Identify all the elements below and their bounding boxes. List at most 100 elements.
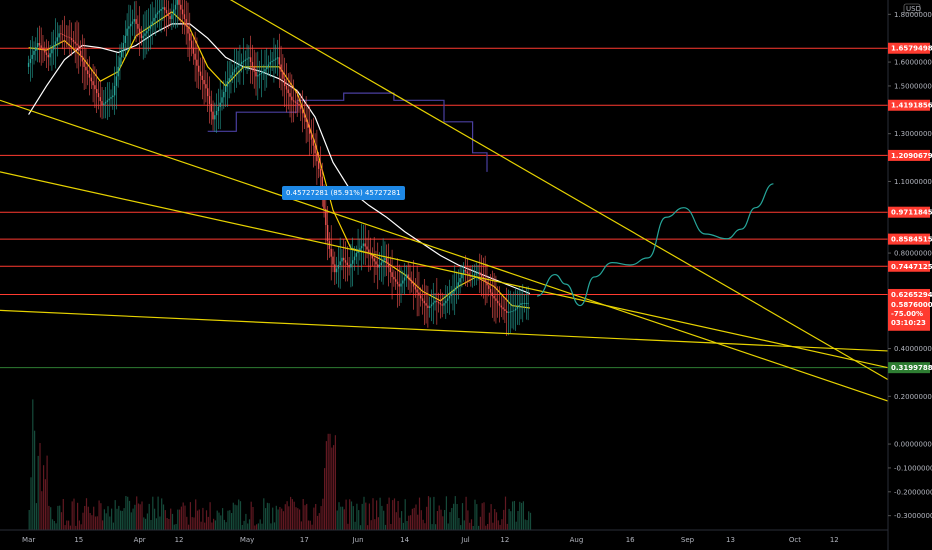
candle-body [513,310,515,312]
candle-body [113,85,116,96]
volume-bar [123,508,125,530]
level-label: 0.31997884 [891,364,932,372]
volume-bar [528,511,530,530]
candle-body [360,245,363,249]
candle-body [395,279,397,282]
candle-body [484,279,486,282]
volume-bar [220,515,222,530]
candle-body [232,72,234,76]
volume-bar [318,513,320,530]
volume-bar [469,522,471,530]
candle-body [339,261,341,265]
time-tick-label: 17 [300,536,309,544]
candle-body [42,47,44,51]
time-tick-label: 13 [726,536,735,544]
time-tick-label: 15 [74,536,83,544]
volume-bar [440,509,442,530]
volume-bar [270,523,272,530]
candle-body [278,57,280,65]
volume-bar [368,503,370,530]
volume-bar [213,518,215,530]
candle-body [241,62,243,64]
candle-body [488,285,490,289]
volume-bar [451,508,453,530]
candle-body [264,69,266,72]
volume-bar [492,522,494,530]
candle-body [44,50,46,53]
candle-body [167,13,169,17]
current-price-text: -75.00% [891,310,923,318]
volume-bar [168,519,170,530]
candle-body [226,81,229,87]
candle-body [92,81,94,86]
candle-body [138,28,141,34]
price-tick-label: 1.30000000 [894,130,932,138]
candle-body [53,45,55,50]
time-tick-label: Jun [352,536,364,544]
volume-bar [444,510,446,530]
volume-bar [467,510,469,530]
candle-body [409,277,411,281]
volume-bar [345,499,347,530]
volume-bar [504,496,507,530]
candle-body [78,45,80,51]
volume-bar [415,504,417,530]
volume-bar [399,517,401,530]
volume-bar [128,500,131,530]
candle-body [253,66,255,72]
candle-body [355,253,357,257]
candle-body [502,307,504,310]
candle-body [479,272,481,275]
candle-body [131,21,134,24]
volume-bar [234,504,236,530]
candle-body [267,64,270,67]
candle-body [121,50,123,58]
time-tick-label: 12 [500,536,509,544]
level-label-box [888,206,930,218]
volume-bar [184,505,186,530]
candle-body [72,40,75,42]
candle-body [87,70,89,74]
volume-bar [257,523,259,530]
volume-bar [490,504,492,530]
volume-bar [34,430,36,530]
volume-bar [463,520,465,530]
volume-bar [159,516,161,530]
measure-label[interactable]: 0.45727281 (85.91%) 45727281 [282,186,405,200]
candle-body [416,289,418,293]
volume-bar [214,520,216,530]
volume-bar [145,518,147,530]
volume-bar [41,491,43,530]
candle-body [255,71,257,77]
volume-bar [96,516,98,530]
volume-bar [418,497,421,530]
candle-body [27,62,30,67]
volume-bar [265,508,267,530]
candle-body [257,75,259,77]
candle-body [310,133,313,140]
volume-bar [383,510,385,530]
candle-body [463,269,465,274]
candle-body [516,306,519,309]
candle-body [486,281,488,286]
volume-bar [411,508,413,530]
volume-bar [75,525,77,530]
candle-body [35,47,37,51]
candle-body [446,298,449,301]
level-label-box [888,149,930,161]
candle-body [276,57,279,59]
volume-bar [266,502,268,530]
candle-body [97,93,100,98]
candle-body [69,37,71,39]
candle-body [106,100,109,102]
candle-body [391,272,393,277]
volume-bar [291,499,293,530]
volume-bar [60,512,63,530]
volume-bar [98,500,100,530]
candle-body [402,280,404,284]
candle-body [507,312,510,313]
volume-bar [327,433,329,530]
candle-body [387,262,390,268]
